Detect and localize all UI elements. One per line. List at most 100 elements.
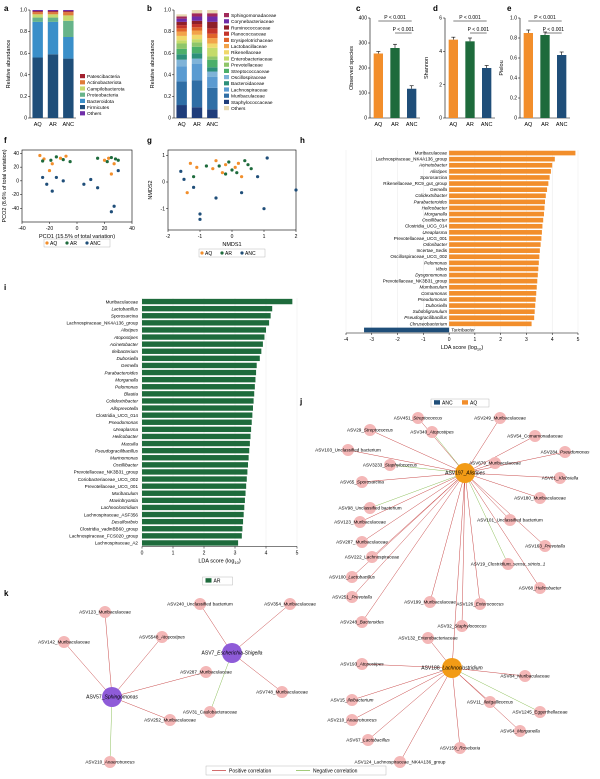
correlation-edge — [351, 472, 466, 598]
y-tick-label: -40 — [12, 206, 19, 212]
legend-label: Campilobacterota — [87, 86, 125, 92]
legend-swatch — [80, 111, 85, 116]
legend-swatch — [224, 93, 229, 98]
x-tick-label: -2 — [166, 234, 171, 240]
stacked-segment — [32, 12, 43, 15]
network-node — [554, 472, 566, 484]
node-label: ASV123_Muribaculaceae — [79, 610, 131, 615]
correlation-edge — [361, 663, 453, 669]
y-tick-label: 400 — [359, 16, 368, 22]
x-axis-label-main: LDA score (log — [441, 345, 477, 351]
network-node — [422, 632, 434, 644]
taxon-label: Pseudogracilibacillus — [404, 315, 448, 320]
node-label-name: Lactobacillus — [363, 738, 390, 743]
lda-bar — [449, 211, 544, 217]
node-label: ASV101_Unclassified bacterium — [477, 518, 543, 523]
network-node — [534, 492, 546, 504]
stacked-segment — [32, 11, 43, 13]
legend-label: Planococcaceae — [231, 32, 267, 38]
correlation-edge — [451, 667, 461, 749]
node-label: ASV84_Muribaculaceae — [500, 674, 550, 679]
stacked-segment — [32, 57, 43, 118]
taxon-label: Pseudogracilibacillus — [95, 448, 139, 453]
plot-frame — [167, 149, 297, 231]
node-label: ASV54_Comamonadaceae — [507, 434, 563, 439]
lda-bar — [449, 181, 549, 186]
node-label-name: Comamonadaceae — [524, 434, 563, 439]
taxon-label: Ileibacterium — [112, 349, 138, 354]
node-label-name: Muribaculaceae — [199, 670, 232, 675]
stacked-segment — [191, 64, 203, 81]
taxon-label: Lachnoclostridium — [101, 505, 138, 510]
y-axis-label: Relative abundance — [150, 40, 156, 89]
p-value-annotation: P < 0.001 — [459, 15, 481, 21]
network-node — [494, 412, 506, 424]
legend-swatch — [80, 86, 85, 91]
legend-swatch — [224, 106, 229, 111]
legend-label: ANC — [90, 241, 101, 247]
lda-bar — [364, 327, 450, 333]
scatter-point — [185, 191, 189, 195]
x-axis-label: NMDS1 — [222, 242, 241, 248]
stacked-segment — [207, 59, 218, 68]
network-node — [342, 444, 354, 456]
legend-label: AR — [225, 251, 232, 257]
lda-bar — [449, 266, 539, 272]
node-label-name: Lachnospiraceae_NK4A136_group — [374, 760, 446, 765]
node-label: ASV3233_Staphylococcus — [363, 463, 418, 468]
panel-j-network: ASV451_Streptococcus ASV249_Muribaculacea… — [315, 412, 590, 768]
panel-k-network: ASV123_Muribaculaceae ASV5548_Atopostipes… — [38, 598, 387, 776]
lda-bar — [142, 369, 257, 376]
lda-bar — [142, 511, 244, 518]
stacked-segment — [176, 18, 187, 22]
x-tick-label: AR — [541, 122, 549, 128]
node-label-name: Atopostipes — [160, 635, 186, 640]
node-label-name: Muribaculaceae — [488, 461, 521, 466]
taxon-label: Helicobacter — [112, 434, 138, 439]
network-node — [504, 514, 516, 526]
node-label: ASV210_Anaerotruncus — [327, 718, 377, 723]
node-label-name: Prevotella — [351, 595, 372, 600]
y-tick-label: 200 — [359, 66, 368, 72]
scatter-point — [243, 159, 247, 163]
stacked-segment — [191, 27, 203, 31]
correlation-edge — [464, 472, 509, 565]
node-label: ASV5548_Atopostipes — [139, 635, 186, 640]
legend-swatch — [80, 80, 85, 85]
x-axis-label-sub: 10 — [477, 347, 482, 352]
x-axis-label-sub: 10 — [234, 560, 239, 565]
correlation-edge — [231, 652, 283, 693]
node-label-name: Muribaculaceae — [163, 718, 196, 723]
panel-letter-k: k — [4, 589, 9, 598]
correlation-edge — [417, 417, 466, 474]
y-axis-label: NMDS2 — [148, 180, 154, 199]
y-tick-label: 0 — [514, 116, 517, 122]
node-label-name: Lachnoclostridium — [442, 666, 482, 672]
stacked-segment — [191, 34, 203, 40]
x-tick-label: ANC — [63, 122, 75, 128]
y-axis-label: Pielou — [499, 60, 505, 75]
y-tick-label: 0.4 — [164, 72, 171, 78]
x-axis-label-close: ) — [239, 559, 241, 565]
network-node — [559, 446, 571, 458]
correlation-edge — [109, 696, 113, 763]
stacked-segment — [191, 53, 203, 59]
node-label: ASV287_Muribaculaceae — [180, 670, 232, 675]
node-label-prefix: ASV193_ — [340, 662, 360, 667]
legend-marker — [200, 251, 204, 255]
network-node — [426, 426, 438, 438]
panel-letter-b: b — [147, 4, 152, 13]
scatter-point — [47, 168, 52, 173]
taxon-label: Muribaculum — [112, 491, 138, 496]
y-tick-label: 0.2 — [20, 94, 27, 100]
stacked-segment — [191, 20, 203, 25]
node-label-prefix: ASV180_ — [514, 496, 534, 501]
scatter-point — [61, 158, 65, 162]
node-label: ASV19_Clostridium_sensu_stricto_1 — [471, 562, 546, 567]
correlation-edge — [451, 667, 541, 713]
x-tick-label: 1 — [263, 234, 266, 240]
panel-f-pcoa: -40 -20 0 20 40 -40 -20 0 20 40 PCO1 (15.5% of tot… — [2, 149, 135, 248]
y-tick-label: 20 — [13, 165, 19, 171]
node-label-prefix: ASV222_ — [345, 555, 365, 560]
